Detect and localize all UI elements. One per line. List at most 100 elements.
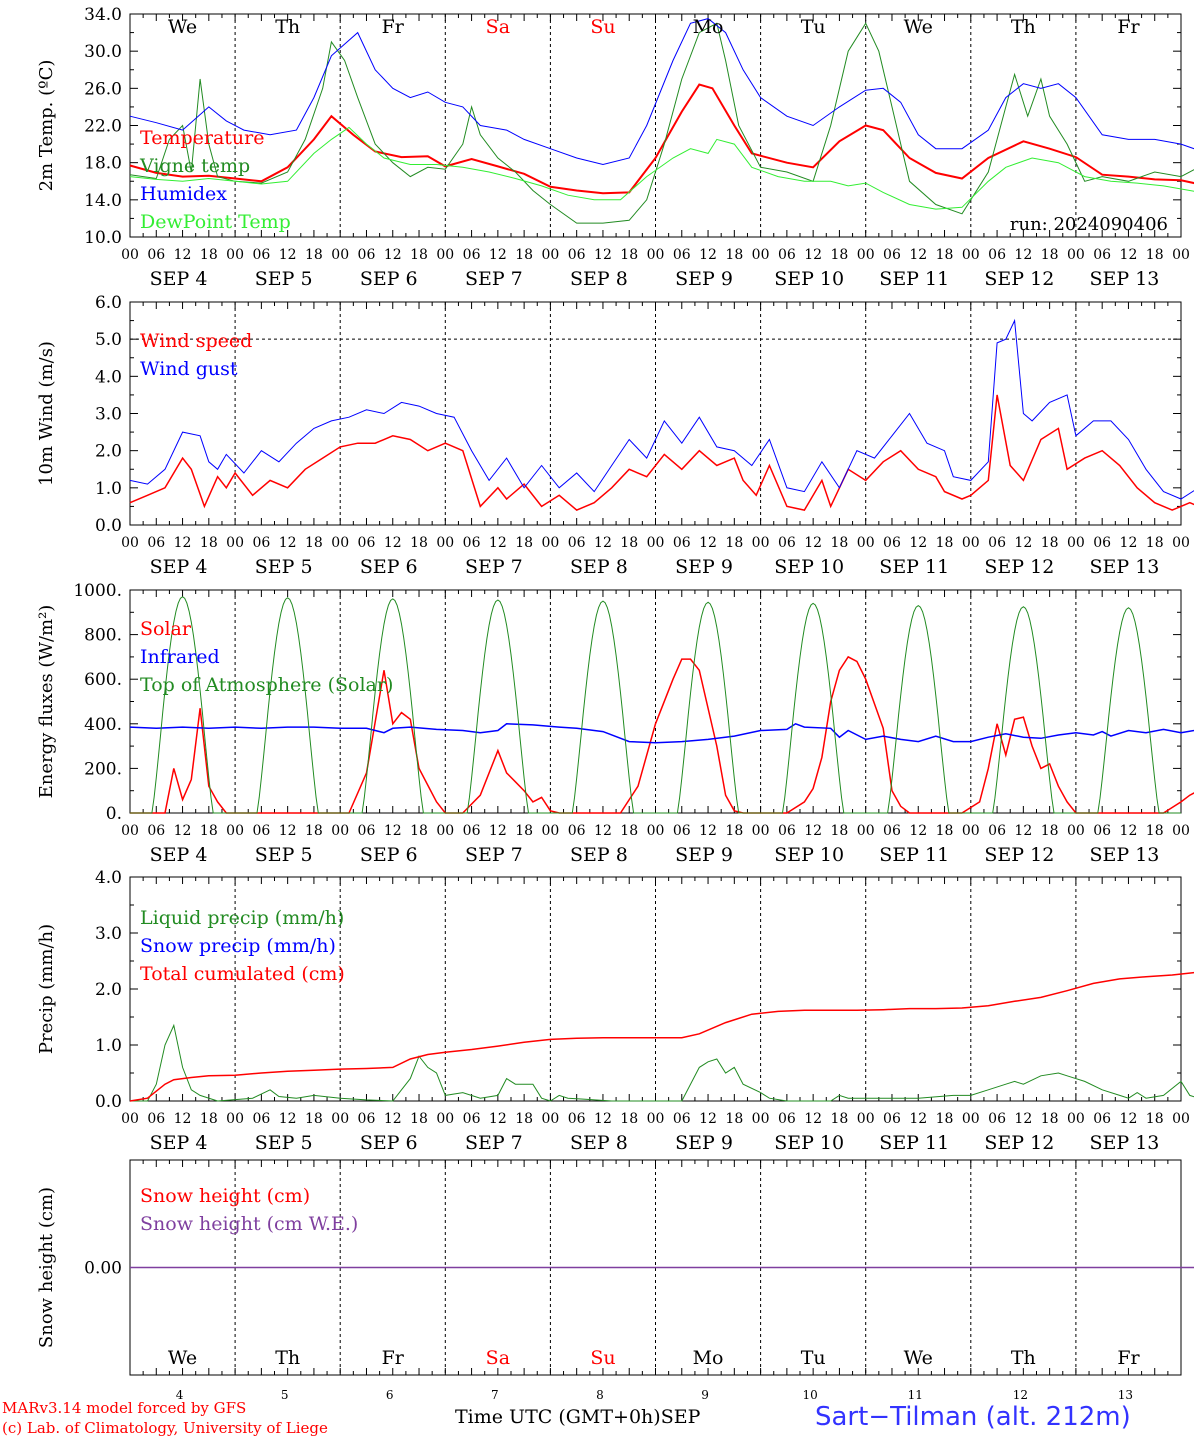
hour-label: 12 (699, 535, 717, 551)
date-label: SEP 4 (150, 556, 208, 578)
hour-label: 00 (1067, 247, 1085, 263)
y-axis-label: Precip (mm/h) (36, 924, 57, 1054)
legend-entry: Wind speed (140, 330, 252, 352)
hour-label: 12 (1014, 247, 1032, 263)
hour-label: 12 (174, 1111, 192, 1127)
hour-label: 06 (147, 535, 165, 551)
hour-label: 18 (515, 535, 533, 551)
y-tick-label: 200. (84, 759, 122, 779)
hour-label: 00 (226, 823, 244, 839)
hour-label: 18 (831, 1111, 849, 1127)
y-tick-label: 4.0 (95, 367, 122, 387)
date-label: SEP 13 (1090, 844, 1160, 866)
y-tick-label: 30.0 (84, 42, 122, 62)
hour-label: 00 (1172, 535, 1190, 551)
hour-label: 00 (331, 535, 349, 551)
legend-entry: Vigne temp (139, 155, 250, 177)
hour-label: 00 (752, 247, 770, 263)
hour-label: 18 (1146, 535, 1164, 551)
hour-label: 18 (725, 1111, 743, 1127)
y-tick-label: 5.0 (95, 330, 122, 350)
date-label: SEP 8 (570, 268, 628, 290)
y-tick-label: 1.0 (95, 479, 122, 499)
hour-label: 00 (121, 535, 139, 551)
hour-label: 00 (647, 247, 665, 263)
date-label: SEP 6 (360, 268, 418, 290)
y-tick-label: 1.0 (95, 1036, 122, 1056)
day-number: 8 (596, 1388, 604, 1402)
hour-label: 18 (936, 1111, 954, 1127)
legend-entry: Wind gust (140, 358, 238, 380)
hour-label: 12 (1120, 1111, 1138, 1127)
legend-entry: Snow height (cm W.E.) (140, 1213, 358, 1235)
hour-label: 06 (358, 247, 376, 263)
day-name-th: Th (275, 1347, 300, 1369)
hour-label: 12 (804, 535, 822, 551)
date-label: SEP 9 (675, 268, 733, 290)
hour-label: 00 (436, 1111, 454, 1127)
hour-label: 18 (1041, 823, 1059, 839)
hour-label: 06 (673, 1111, 691, 1127)
hour-label: 06 (673, 823, 691, 839)
hour-label: 12 (699, 247, 717, 263)
day-name-we: We (904, 16, 933, 38)
hour-label: 00 (121, 823, 139, 839)
y-tick-label: 6.0 (95, 293, 122, 313)
hour-label: 06 (883, 1111, 901, 1127)
hour-label: 18 (1041, 535, 1059, 551)
hour-label: 12 (594, 823, 612, 839)
date-label: SEP 6 (360, 556, 418, 578)
y-tick-label: 18.0 (84, 154, 122, 174)
date-label: SEP 6 (360, 844, 418, 866)
date-label: SEP 9 (675, 556, 733, 578)
hour-label: 18 (410, 247, 428, 263)
hour-label: 06 (778, 823, 796, 839)
date-label: SEP 7 (465, 844, 523, 866)
hour-label: 18 (1041, 1111, 1059, 1127)
month-label: SEP (660, 1406, 701, 1428)
hour-label: 18 (936, 247, 954, 263)
date-label: SEP 4 (150, 268, 208, 290)
hour-label: 12 (1120, 247, 1138, 263)
date-label: SEP 7 (465, 268, 523, 290)
hour-label: 18 (725, 247, 743, 263)
hour-label: 06 (252, 823, 270, 839)
series-wind-speed (129, 394, 1194, 511)
y-tick-label: 800. (84, 626, 122, 646)
y-tick-label: 22.0 (84, 117, 122, 137)
date-label: SEP 10 (774, 556, 844, 578)
day-number: 4 (176, 1388, 184, 1402)
day-name-su: Su (590, 1347, 615, 1369)
series-vigne-temp (129, 22, 1194, 224)
date-label: SEP 6 (360, 1132, 418, 1154)
hour-label: 06 (463, 1111, 481, 1127)
legend-entry: Liquid precip (mm/h) (140, 907, 344, 929)
hour-label: 18 (305, 823, 323, 839)
hour-label: 18 (620, 535, 638, 551)
hour-label: 12 (909, 1111, 927, 1127)
day-number: 9 (701, 1388, 709, 1402)
hour-label: 12 (384, 535, 402, 551)
day-number: 13 (1118, 1388, 1133, 1402)
hour-label: 00 (962, 1111, 980, 1127)
day-name-tu: Tu (801, 1347, 826, 1369)
day-name-sa: Sa (486, 16, 510, 38)
series-temperature (129, 83, 1194, 195)
series-total-cumulated-cm- (129, 971, 1194, 1102)
hour-label: 18 (515, 247, 533, 263)
hour-label: 00 (1067, 823, 1085, 839)
date-label: SEP 8 (570, 556, 628, 578)
hour-label: 06 (568, 823, 586, 839)
hour-label: 18 (620, 247, 638, 263)
y-tick-label: 34.0 (84, 5, 122, 25)
hour-label: 12 (384, 1111, 402, 1127)
hour-label: 06 (358, 1111, 376, 1127)
legend-entry: DewPoint Temp (140, 211, 291, 233)
day-name-su: Su (590, 16, 615, 38)
day-number: 11 (908, 1388, 923, 1402)
hour-label: 12 (594, 1111, 612, 1127)
hour-label: 12 (699, 1111, 717, 1127)
hour-label: 06 (778, 535, 796, 551)
hour-label: 18 (515, 1111, 533, 1127)
hour-label: 06 (778, 1111, 796, 1127)
